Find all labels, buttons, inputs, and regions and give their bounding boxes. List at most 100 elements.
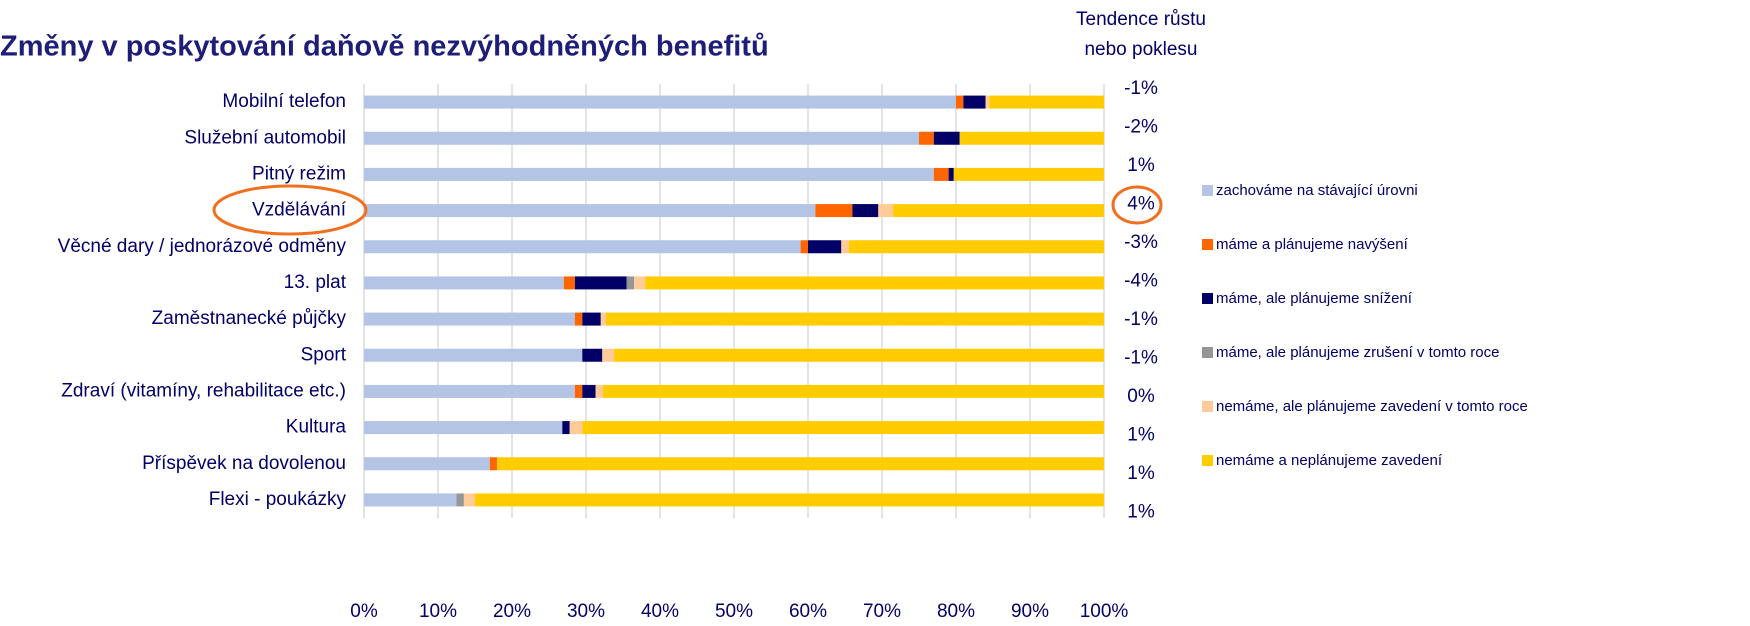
highlight-ellipse <box>212 184 368 236</box>
y-tick-label: Služební automobil <box>184 127 346 148</box>
bar-segment <box>456 493 464 507</box>
y-tick-label: 13. plat <box>284 272 347 293</box>
bar-segment <box>364 457 490 471</box>
bar-segment <box>602 348 615 362</box>
bar-segment <box>985 95 990 109</box>
bar-segment <box>497 457 1104 471</box>
bar-segment <box>364 276 564 290</box>
x-tick-label: 0% <box>350 601 378 622</box>
bar-segment <box>848 240 1104 254</box>
bar-segment <box>364 131 919 145</box>
x-tick-label: 100% <box>1080 601 1129 622</box>
bar-segment <box>933 131 960 145</box>
bar-segment <box>364 312 575 326</box>
y-tick-label: Mobilní telefon <box>222 91 346 112</box>
trend-label: -2% <box>1124 117 1158 138</box>
bar-segment <box>364 493 457 507</box>
legend: zachováme na stávající úrovni máme a plán… <box>1196 180 1566 504</box>
trend-label: -1% <box>1124 78 1158 99</box>
trend-label: -1% <box>1124 348 1158 369</box>
bar-segment <box>841 240 849 254</box>
y-tick-label: Zaměstnanecké půjčky <box>152 308 347 329</box>
bar-segment <box>933 167 949 181</box>
trend-header: nebo poklesu <box>1084 39 1197 60</box>
bar-segment <box>603 384 1104 398</box>
bar-segment <box>463 493 475 507</box>
bar-segment <box>364 421 563 435</box>
bar-segment <box>475 493 1104 507</box>
legend-label: máme, ale plánujeme snížení <box>1216 290 1412 307</box>
bar-segment <box>582 312 601 326</box>
y-tick-label: Kultura <box>286 417 347 438</box>
bar-segment <box>963 95 986 109</box>
legend-swatch <box>1202 455 1213 466</box>
legend-item: máme a plánujeme navýšení <box>1196 234 1566 288</box>
bar-segment <box>893 204 1104 218</box>
legend-label: máme a plánujeme navýšení <box>1216 236 1408 253</box>
bar-segment <box>948 167 954 181</box>
bar-segment <box>574 312 583 326</box>
bar-segment <box>989 95 1104 109</box>
bar-segment <box>878 204 894 218</box>
bar-segment <box>634 276 646 290</box>
bar-segment <box>569 421 583 435</box>
bar-segment <box>956 95 964 109</box>
bar-segment <box>489 457 498 471</box>
bar-segment <box>626 276 635 290</box>
bar-segment <box>364 384 575 398</box>
bar-segment <box>959 131 1104 145</box>
bar-segment <box>600 312 606 326</box>
legend-swatch <box>1202 185 1213 196</box>
bar-segment <box>645 276 1104 290</box>
bar-segment <box>614 348 1104 362</box>
trend-label: -4% <box>1124 271 1158 292</box>
trend-label: 4% <box>1127 194 1155 215</box>
bar-segment <box>815 204 853 218</box>
bar-segment <box>582 384 596 398</box>
trend-label: 1% <box>1127 155 1155 176</box>
bar-segment <box>582 348 603 362</box>
bar-segment <box>808 240 842 254</box>
y-tick-label: Vzdělávání <box>252 200 347 221</box>
bar-segment <box>595 384 604 398</box>
legend-label: máme, ale plánujeme zrušení v tomto roce <box>1216 344 1500 361</box>
legend-swatch <box>1202 239 1213 250</box>
bar-segment <box>364 240 801 254</box>
legend-item: zachováme na stávající úrovni <box>1196 180 1566 234</box>
x-tick-label: 10% <box>419 601 457 622</box>
x-tick-label: 50% <box>715 601 753 622</box>
legend-label: nemáme a neplánujeme zavedení <box>1216 452 1442 469</box>
bar-segment <box>852 204 879 218</box>
x-tick-label: 20% <box>493 601 531 622</box>
chart-title: Změny v poskytování daňově nezvýhodněnýc… <box>0 31 769 63</box>
trend-label: 1% <box>1127 502 1155 523</box>
bar-segment <box>919 131 934 145</box>
trend-label: 1% <box>1127 463 1155 484</box>
y-tick-label: Pitný režim <box>252 163 346 184</box>
trend-label: 0% <box>1127 386 1155 407</box>
bar-segment <box>563 276 575 290</box>
x-tick-label: 60% <box>789 601 827 622</box>
x-tick-label: 80% <box>937 601 975 622</box>
legend-item: máme, ale plánujeme snížení <box>1196 288 1566 342</box>
bar-segment <box>574 276 627 290</box>
highlight-ellipse <box>1111 185 1163 225</box>
legend-swatch <box>1202 401 1213 412</box>
bar-segment <box>582 421 1104 435</box>
bar-segment <box>364 167 934 181</box>
legend-item: máme, ale plánujeme zrušení v tomto roce <box>1196 342 1566 396</box>
trend-label: -1% <box>1124 309 1158 330</box>
bar-segment <box>605 312 1104 326</box>
y-tick-label: Zdraví (vitamíny, rehabilitace etc.) <box>61 380 346 401</box>
legend-label: zachováme na stávající úrovni <box>1216 182 1418 199</box>
bar-segment <box>364 348 583 362</box>
legend-item: nemáme a neplánujeme zavedení <box>1196 450 1566 504</box>
y-tick-label: Věcné dary / jednorázové odměny <box>58 236 347 257</box>
bar-segment <box>364 204 816 218</box>
x-tick-label: 40% <box>641 601 679 622</box>
legend-item: nemáme, ale plánujeme zavedení v tomto r… <box>1196 396 1566 450</box>
bar-segment <box>800 240 808 254</box>
bar-segment <box>562 421 570 435</box>
trend-label: -3% <box>1124 232 1158 253</box>
bar-segment <box>364 95 956 109</box>
